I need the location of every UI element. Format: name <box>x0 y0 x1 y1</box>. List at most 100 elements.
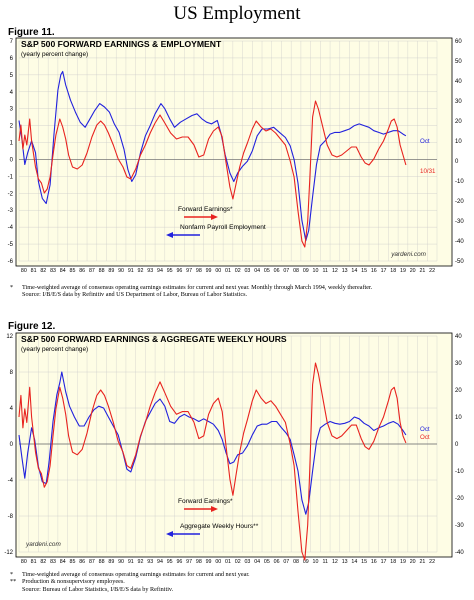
x-axis-tick-label: 15 <box>361 559 367 565</box>
x-axis-tick-label: 80 <box>21 268 27 274</box>
chart-subtitle: (yearly percent change) <box>21 346 88 353</box>
x-axis-tick-label: 06 <box>274 559 280 565</box>
plot-frame <box>15 332 453 558</box>
x-axis-tick-label: 13 <box>342 268 348 274</box>
x-axis-tick-label: 91 <box>128 559 134 565</box>
footnote-row: Source: Bureau of Labor Statistics, I/B/… <box>22 585 174 593</box>
x-axis-tick-label: 99 <box>206 268 212 274</box>
x-axis-tick-label: 18 <box>390 559 396 565</box>
right-axis-tick-label: 10 <box>455 415 462 421</box>
x-axis-tick-label: 18 <box>390 268 396 274</box>
x-axis-tick-label: 16 <box>371 559 377 565</box>
x-axis-tick-label: 82 <box>40 268 46 274</box>
x-axis-tick-label: 95 <box>167 559 173 565</box>
x-axis-tick-label: 86 <box>79 559 85 565</box>
x-axis-tick-label: 14 <box>351 268 357 274</box>
legend-arrowhead <box>166 531 173 537</box>
x-axis-tick-label: 98 <box>196 559 202 565</box>
series-end-label: Oct <box>420 426 430 433</box>
left-axis-tick-label: -8 <box>8 514 14 520</box>
right-axis-tick-label: 20 <box>455 119 462 125</box>
x-axis-tick-label: 84 <box>60 559 66 565</box>
x-axis-tick-label: 90 <box>118 268 124 274</box>
figure-12-label: Figure 12. <box>8 321 56 332</box>
x-axis-tick-label: 89 <box>108 268 114 274</box>
x-axis-tick-label: 13 <box>342 559 348 565</box>
series-line-nonfarm-payroll-employment <box>18 70 407 242</box>
legend-arrowhead <box>166 232 173 238</box>
legend-label: Forward Earnings* <box>178 206 233 213</box>
x-axis-tick-label: 22 <box>429 268 435 274</box>
right-axis-tick-label: -10 <box>455 179 464 185</box>
right-axis-tick-label: 10 <box>455 139 462 145</box>
x-axis-tick-label: 11 <box>322 268 328 274</box>
right-axis-tick-label: 30 <box>455 361 462 367</box>
left-axis-tick-label: -12 <box>4 550 13 556</box>
left-axis-tick-label: 6 <box>10 56 14 62</box>
x-axis-tick-label: 83 <box>50 268 56 274</box>
x-axis-tick-label: 81 <box>31 268 37 274</box>
x-axis-tick-label: 21 <box>419 268 425 274</box>
x-axis-tick-label: 09 <box>303 268 309 274</box>
series-line-forward-earnings <box>18 362 407 561</box>
x-axis-tick-label: 06 <box>274 268 280 274</box>
x-axis-tick-label: 15 <box>361 268 367 274</box>
x-axis-tick-label: 10 <box>313 268 319 274</box>
figure-11-label: Figure 11. <box>8 27 55 38</box>
series-end-label: Oct <box>420 434 430 441</box>
left-axis-tick-label: 4 <box>10 90 14 96</box>
right-axis-tick-label: 40 <box>455 334 462 340</box>
x-axis-tick-label: 03 <box>244 268 250 274</box>
left-axis-tick-label: -4 <box>8 478 14 484</box>
x-axis-tick-label: 22 <box>429 559 435 565</box>
x-axis-tick-label: 12 <box>332 268 338 274</box>
watermark: yardeni.com <box>390 251 426 258</box>
x-axis-tick-label: 92 <box>138 559 144 565</box>
x-axis-tick-label: 11 <box>322 559 328 565</box>
watermark: yardeni.com <box>25 541 61 548</box>
x-axis-tick-label: 17 <box>381 268 387 274</box>
x-axis-tick-label: 99 <box>206 559 212 565</box>
x-axis-tick-label: 05 <box>264 559 270 565</box>
chart-title: S&P 500 FORWARD EARNINGS & EMPLOYMENT <box>21 39 222 49</box>
x-axis-tick-label: 21 <box>419 559 425 565</box>
footnote-row: * Time-weighted average of consensus oper… <box>10 571 250 578</box>
x-axis-tick-label: 88 <box>99 559 105 565</box>
x-axis-tick-label: 02 <box>235 559 241 565</box>
x-axis-tick-label: 01 <box>225 268 231 274</box>
x-axis-tick-label: 88 <box>99 268 105 274</box>
footnote-row: ** Production & nonsupervisory employees. <box>10 578 125 586</box>
right-axis-tick-label: 0 <box>455 442 459 448</box>
left-axis-tick-label: 5 <box>10 73 14 79</box>
series-end-label: 10/31 <box>420 168 436 175</box>
x-axis-tick-label: 12 <box>332 559 338 565</box>
x-axis-tick-label: 14 <box>351 559 357 565</box>
x-axis-tick-label: 20 <box>410 559 416 565</box>
right-axis-tick-label: -50 <box>455 259 464 265</box>
x-axis-tick-label: 93 <box>147 268 153 274</box>
x-axis-tick-label: 03 <box>244 559 250 565</box>
series-line-forward-earnings <box>18 100 407 248</box>
x-axis-tick-label: 04 <box>254 268 260 274</box>
right-axis-tick-label: -20 <box>455 199 464 205</box>
x-axis-tick-label: 95 <box>167 268 173 274</box>
left-axis-tick-label: 2 <box>10 124 14 130</box>
figure-11-footnotes: * Time-weighted average of consensus oper… <box>10 284 466 299</box>
right-axis-tick-label: -30 <box>455 523 464 529</box>
left-axis-tick-label: -5 <box>8 242 14 248</box>
right-axis-tick-label: -40 <box>455 239 464 245</box>
left-axis-tick-label: -4 <box>8 225 14 231</box>
left-axis-tick-label: -3 <box>8 208 14 214</box>
left-axis-tick-label: 4 <box>10 406 14 412</box>
x-axis-tick-label: 08 <box>293 559 299 565</box>
x-axis-tick-label: 09 <box>303 559 309 565</box>
left-axis-tick-label: -6 <box>8 259 14 265</box>
series-line-aggregate-weekly-hours <box>18 371 407 515</box>
x-axis-tick-label: 04 <box>254 559 260 565</box>
right-axis-tick-label: 20 <box>455 388 462 394</box>
plot-frame <box>15 37 453 267</box>
x-axis-tick-label: 81 <box>31 559 37 565</box>
x-axis-tick-label: 20 <box>410 268 416 274</box>
x-axis-tick-label: 80 <box>21 559 27 565</box>
footnote-row: Source: I/B/E/S data by Refinitiv and US… <box>22 291 248 299</box>
